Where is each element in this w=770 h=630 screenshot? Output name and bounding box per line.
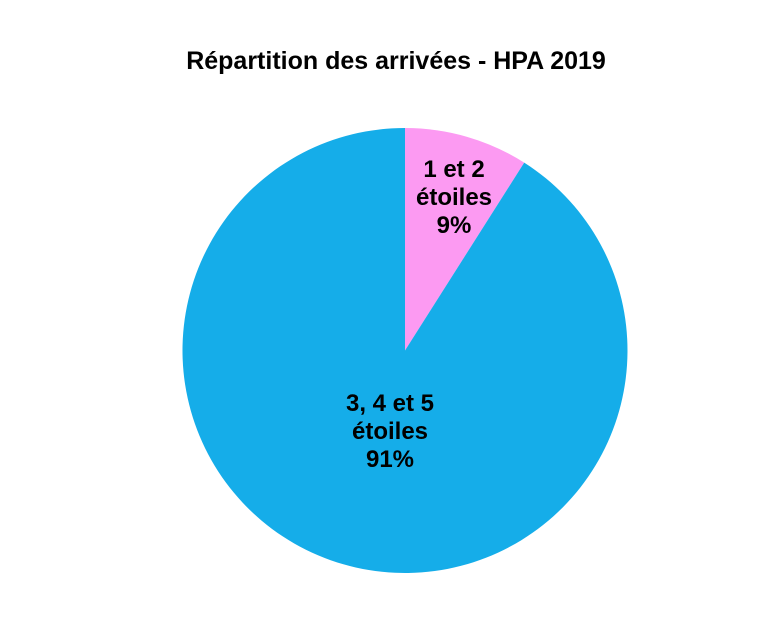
slice-label-line: 3, 4 et 5 [345,390,435,417]
slice-label-line: étoiles [415,184,493,211]
slice-label-line: 1 et 2 [423,156,485,183]
slice-percent-value: 91% [365,446,415,473]
slice-percent-value: 9% [436,212,472,239]
pie-slice-0 [405,128,525,351]
slice-label-1-et-2-etoiles: 1 et 2 étoiles 9% [384,156,524,240]
slice-label-3-4-et-5-etoiles: 3, 4 et 5 étoiles 91% [310,390,470,474]
pie-slice-1 [182,127,628,574]
chart-title: Répartition des arrivées - HPA 2019 [186,47,606,75]
slice-label-line: étoiles [351,418,429,445]
